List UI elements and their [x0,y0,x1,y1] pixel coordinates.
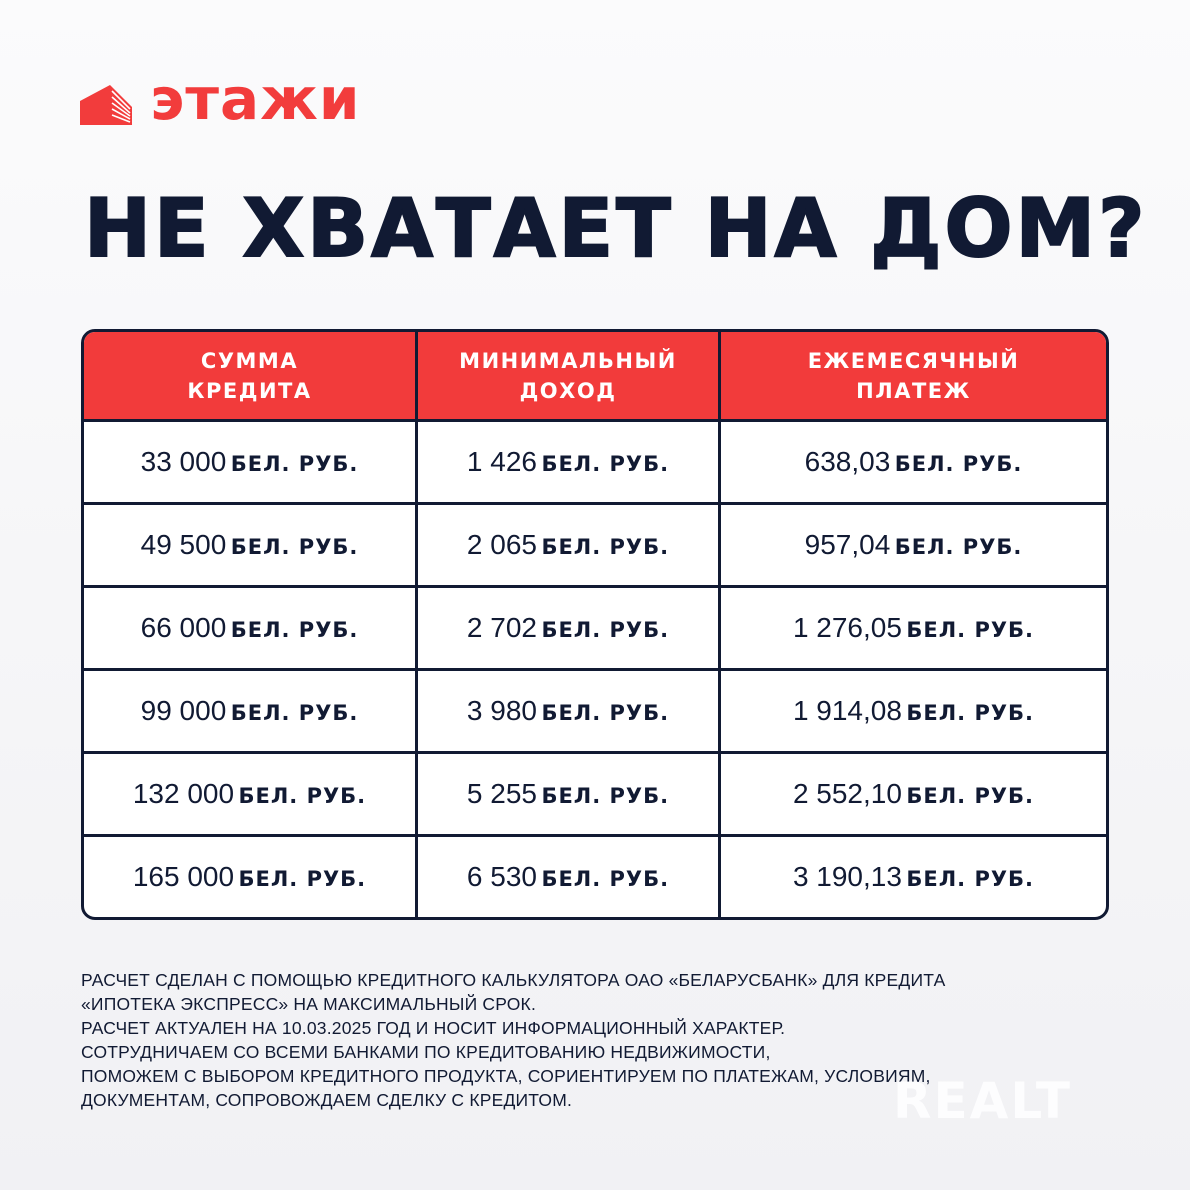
page-title: НЕ ХВАТАЕТ НА ДОМ? [83,181,1148,276]
cell-min-income: 5 255 БЕЛ. РУБ. [415,754,718,837]
cell-monthly-payment: 2 552,10 БЕЛ. РУБ. [718,754,1106,837]
header-monthly-payment: ЕЖЕМЕСЯЧНЫЙ ПЛАТЕЖ [718,332,1106,422]
table-row: 132 000 БЕЛ. РУБ. 5 255 БЕЛ. РУБ. 2 552,10… [84,754,1106,837]
table-row: 49 500 БЕЛ. РУБ. 2 065 БЕЛ. РУБ. 957,04 БЕ… [84,505,1106,588]
watermark-logo: REALT [893,1072,1073,1130]
brand-logo: этажи [80,70,361,134]
footnotes: РАСЧЕТ СДЕЛАН С ПОМОЩЬЮ КРЕДИТНОГО КАЛЬК… [81,968,945,1112]
cell-loan-amount: 66 000 БЕЛ. РУБ. [84,588,415,671]
cell-monthly-payment: 1 276,05 БЕЛ. РУБ. [718,588,1106,671]
cell-min-income: 3 980 БЕЛ. РУБ. [415,671,718,754]
cell-min-income: 2 702 БЕЛ. РУБ. [415,588,718,671]
table-row: 99 000 БЕЛ. РУБ. 3 980 БЕЛ. РУБ. 1 914,08 … [84,671,1106,754]
cell-monthly-payment: 1 914,08 БЕЛ. РУБ. [718,671,1106,754]
credit-table: СУММА КРЕДИТА МИНИМАЛЬНЫЙ ДОХОД ЕЖЕМЕСЯЧНЫ… [81,329,1109,920]
cell-loan-amount: 49 500 БЕЛ. РУБ. [84,505,415,588]
cell-min-income: 6 530 БЕЛ. РУБ. [415,837,718,917]
header-loan-amount: СУММА КРЕДИТА [84,332,415,422]
brand-name: этажи [150,65,361,133]
cell-monthly-payment: 3 190,13 БЕЛ. РУБ. [718,837,1106,917]
table-row: 33 000 БЕЛ. РУБ. 1 426 БЕЛ. РУБ. 638,03 БЕ… [84,422,1106,505]
cell-loan-amount: 33 000 БЕЛ. РУБ. [84,422,415,505]
cell-monthly-payment: 957,04 БЕЛ. РУБ. [718,505,1106,588]
cell-loan-amount: 132 000 БЕЛ. РУБ. [84,754,415,837]
footnote-line: РАСЧЕТ АКТУАЛЕН НА 10.03.2025 ГОД И НОСИ… [81,1018,786,1038]
cell-loan-amount: 99 000 БЕЛ. РУБ. [84,671,415,754]
footnote-line: СОТРУДНИЧАЕМ СО ВСЕМИ БАНКАМИ ПО КРЕДИТО… [81,1042,771,1062]
cell-monthly-payment: 638,03 БЕЛ. РУБ. [718,422,1106,505]
header-min-income: МИНИМАЛЬНЫЙ ДОХОД [415,332,718,422]
footnote-line: ПОМОЖЕМ С ВЫБОРОМ КРЕДИТНОГО ПРОДУКТА, С… [81,1066,931,1086]
table-row: 165 000 БЕЛ. РУБ. 6 530 БЕЛ. РУБ. 3 190,13… [84,837,1106,917]
cell-min-income: 2 065 БЕЛ. РУБ. [415,505,718,588]
cell-min-income: 1 426 БЕЛ. РУБ. [415,422,718,505]
cell-loan-amount: 165 000 БЕЛ. РУБ. [132,861,367,892]
footnote-line: «ИПОТЕКА ЭКСПРЕСС» НА МАКСИМАЛЬНЫЙ СРОК. [81,994,537,1014]
building-icon [80,85,132,125]
footnote-line: ДОКУМЕНТАМ, СОПРОВОЖДАЕМ СДЕЛКУ С КРЕДИТ… [81,1090,573,1110]
table-row: 66 000 БЕЛ. РУБ. 2 702 БЕЛ. РУБ. 1 276,05 … [84,588,1106,671]
table-header-row: СУММА КРЕДИТА МИНИМАЛЬНЫЙ ДОХОД ЕЖЕМЕСЯЧНЫ… [84,332,1106,422]
footnote-line: РАСЧЕТ СДЕЛАН С ПОМОЩЬЮ КРЕДИТНОГО КАЛЬК… [81,970,946,990]
